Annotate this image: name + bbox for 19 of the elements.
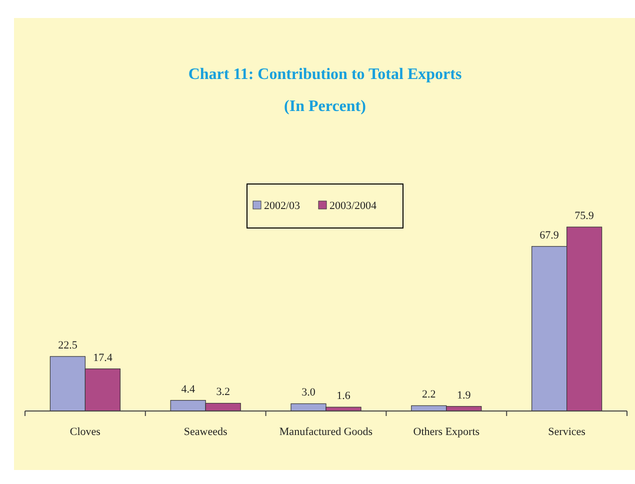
- data-label: 2.2: [422, 388, 436, 401]
- data-label: 4.4: [181, 383, 196, 396]
- data-label: 1.6: [336, 390, 351, 402]
- data-label: 17.4: [93, 352, 113, 364]
- x-tick-label: Others Exports: [413, 426, 480, 438]
- legend-label: 2002/03: [264, 200, 301, 212]
- x-tick-label: Manufactured Goods: [279, 426, 373, 438]
- data-label: 22.5: [58, 339, 78, 352]
- data-label: 67.9: [540, 229, 560, 242]
- data-label: 1.9: [457, 389, 472, 402]
- x-tick-label: Cloves: [70, 426, 100, 438]
- data-label: 3.2: [216, 386, 230, 398]
- chart-title: Chart 11: Contribution to Total Exports: [188, 66, 462, 83]
- chart-subtitle: (In Percent): [284, 98, 366, 115]
- x-tick-label: Seaweeds: [184, 426, 228, 438]
- data-label: 75.9: [574, 210, 594, 222]
- data-label: 3.0: [302, 386, 316, 399]
- legend-label: 2003/2004: [330, 200, 378, 212]
- x-tick-label: Services: [548, 426, 586, 438]
